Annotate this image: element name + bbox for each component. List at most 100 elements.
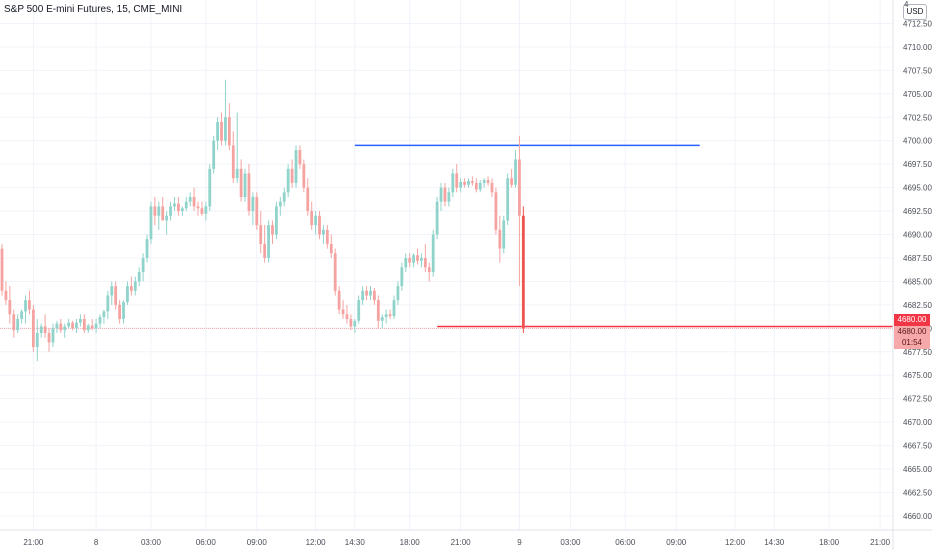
candle (235, 112, 239, 183)
candle (482, 178, 486, 188)
candle (506, 173, 510, 226)
candle (4, 281, 8, 305)
candle (239, 159, 243, 202)
candle-body (521, 215, 525, 329)
candle (173, 196, 176, 212)
candle (71, 320, 74, 331)
candle-body (239, 168, 243, 197)
candle-body (349, 318, 353, 327)
y-tick-label: 4667.50 (903, 442, 932, 451)
candle-body (251, 196, 255, 212)
candle (306, 178, 310, 216)
drawing-layer[interactable] (0, 144, 893, 329)
y-tick-label: 4672.50 (903, 395, 932, 404)
price-scale[interactable]: 4712.50 4710.00 4707.50 4705.00 4702.50 4700.… (903, 19, 932, 520)
candle-body (55, 323, 59, 329)
candle (79, 314, 82, 327)
candle (361, 286, 365, 305)
candle-body (90, 325, 94, 329)
candle (353, 318, 357, 334)
candle-body (24, 300, 27, 312)
candle (67, 318, 71, 329)
candle (0, 243, 4, 296)
candle-body (474, 182, 478, 190)
candle-body (102, 311, 106, 318)
candle (396, 281, 400, 305)
y-tick-label: 4707.50 (903, 66, 932, 75)
candle (141, 253, 145, 282)
x-tick-label: 18:00 (400, 538, 421, 547)
candle-body (184, 201, 188, 209)
candle (137, 267, 141, 287)
candle-body (471, 181, 474, 183)
candle-body (106, 295, 110, 312)
candle-body (126, 286, 129, 303)
candle-body (302, 164, 306, 188)
candle-body (75, 322, 78, 329)
candle (227, 103, 231, 151)
candle-body (173, 203, 176, 207)
candle-body (294, 150, 298, 183)
time-scale[interactable]: 21:00 8 03:00 06:00 09:00 12:00 14:30 18:00 21:0… (23, 538, 890, 547)
y-tick-label: 4675.00 (903, 371, 932, 380)
candle-body (98, 317, 102, 324)
candle (149, 201, 153, 244)
candle (439, 182, 443, 212)
candle-body (149, 206, 153, 240)
candle (408, 253, 412, 268)
candle-body (353, 320, 357, 327)
candle-body (43, 326, 47, 334)
candle (224, 79, 227, 146)
candle-body (137, 272, 141, 282)
candle (63, 323, 67, 338)
candle (118, 300, 121, 324)
x-tick-label: 9 (517, 538, 522, 547)
candle-body (259, 225, 263, 244)
candle (455, 164, 459, 193)
candle (251, 192, 255, 226)
y-tick-label: 4702.50 (903, 113, 932, 122)
candle (145, 234, 149, 263)
candle (471, 176, 474, 186)
symbol-title[interactable]: S&P 500 E-mini Futures, 15, CME_MINI (4, 4, 183, 15)
candle-body (502, 220, 506, 249)
y-tick-label: 4662.50 (903, 488, 932, 497)
candle (114, 281, 118, 310)
candle (169, 201, 172, 221)
candle (463, 178, 466, 188)
candle (278, 196, 282, 216)
candle-body (439, 187, 443, 202)
candle (349, 314, 353, 331)
candle (337, 286, 341, 315)
candle-body (47, 333, 51, 343)
candle (126, 281, 129, 305)
x-tick-label: 03:00 (141, 538, 162, 547)
candle (314, 211, 317, 235)
candle (467, 178, 470, 188)
candle (247, 164, 251, 216)
candle (431, 229, 435, 277)
candle (180, 206, 184, 216)
currency-button[interactable]: USD (903, 4, 927, 20)
candle-body (212, 140, 216, 169)
candle-body (177, 203, 180, 212)
candle-body (0, 248, 4, 291)
candle (28, 290, 31, 315)
candle-body (423, 257, 427, 268)
candle (263, 225, 267, 263)
candle-body (8, 300, 12, 315)
candle-body (35, 333, 39, 348)
candle (188, 192, 192, 207)
candles (0, 79, 525, 362)
candle-body (376, 300, 380, 321)
candle-body (122, 302, 125, 319)
candle-body (455, 173, 459, 188)
candle-body (486, 180, 490, 183)
candle-body (494, 192, 498, 230)
candle-body (231, 145, 235, 179)
candle (204, 201, 208, 221)
candle (478, 180, 482, 193)
x-tick-label: 12:00 (306, 538, 327, 547)
candle-body (325, 229, 329, 244)
